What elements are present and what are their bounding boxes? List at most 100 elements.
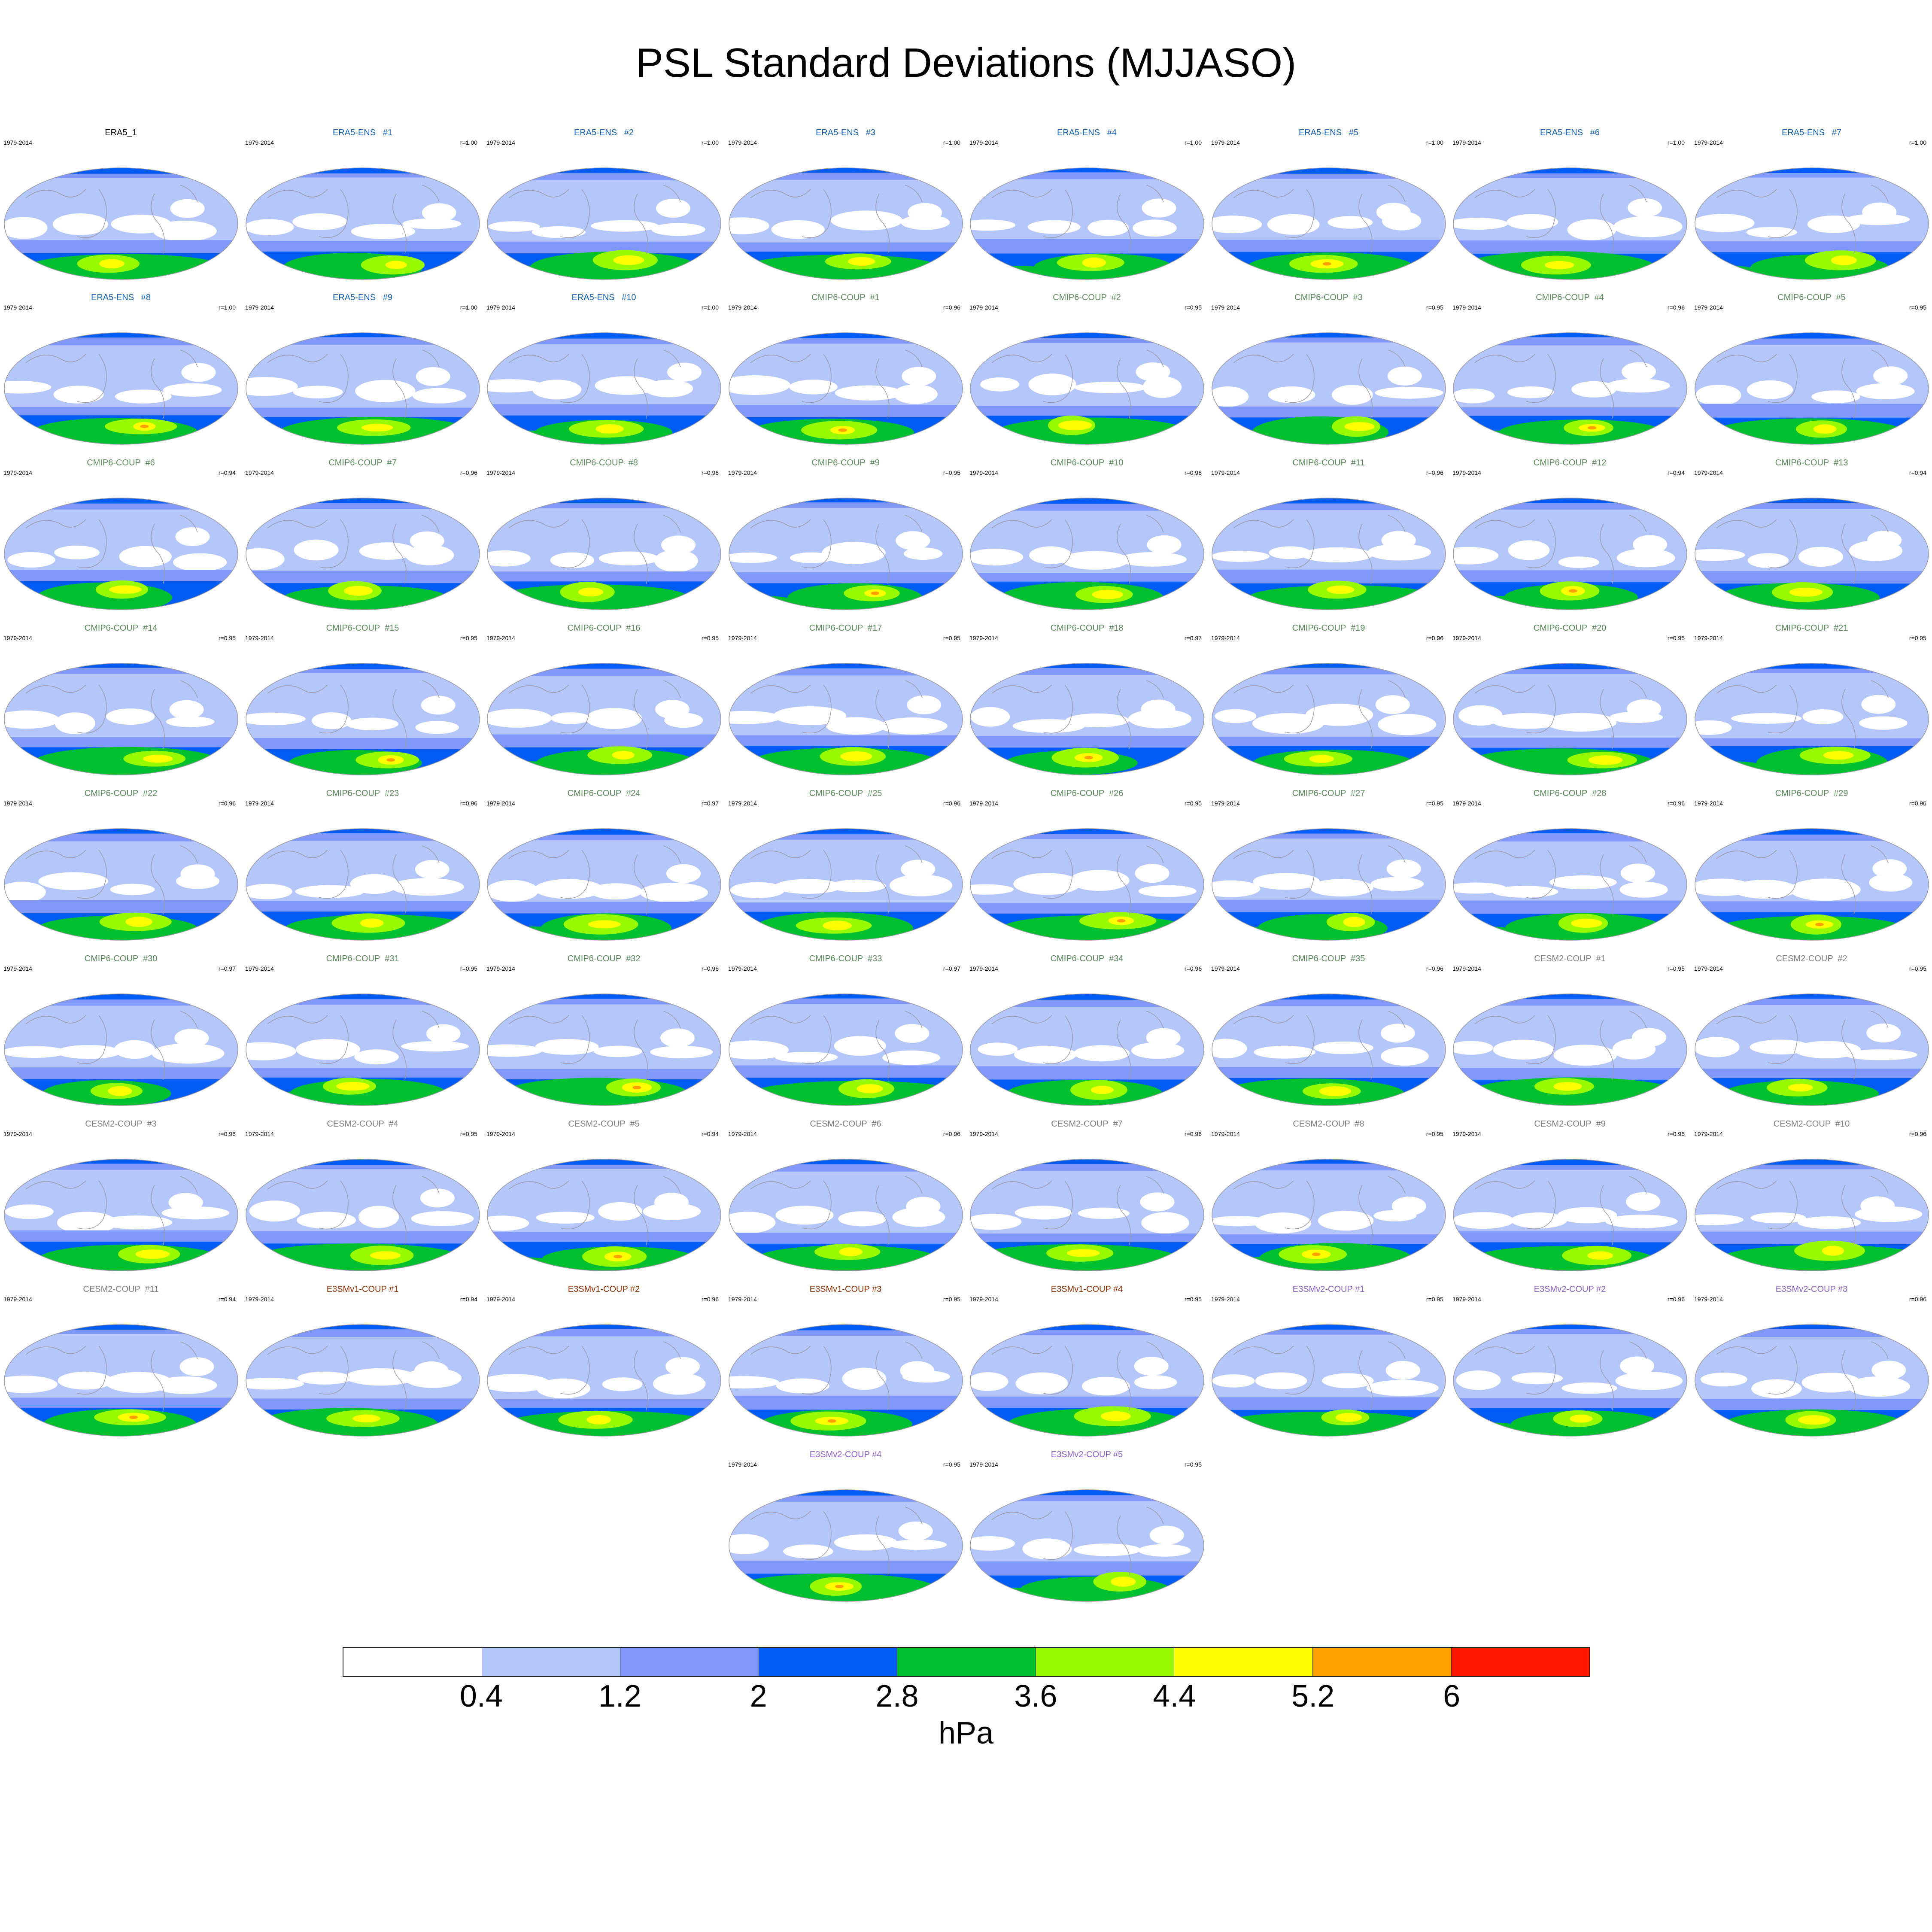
colorbar-segment <box>897 1648 1036 1676</box>
psl-stddev-map <box>1695 663 1929 775</box>
map-panel: CMIP6-COUP #2 1979-2014 r=0.95 <box>966 292 1208 459</box>
panel-period: 1979-2014 <box>969 1130 998 1137</box>
panel-period: 1979-2014 <box>245 469 274 476</box>
panel-period: 1979-2014 <box>728 304 757 311</box>
colorbar-unit: hPa <box>938 1716 994 1750</box>
colorbar-tick-label: 5.2 <box>1291 1679 1335 1713</box>
panel-name: CMIP6-COUP #5 <box>1777 293 1846 302</box>
map-panel: CESM2-COUP #10 1979-2014 r=0.96 <box>1691 1118 1932 1286</box>
panel-period: 1979-2014 <box>3 635 32 641</box>
map-outline <box>1453 1159 1687 1271</box>
panel-name: E3SMv2-COUP #2 <box>1534 1285 1606 1294</box>
panel-period: 1979-2014 <box>245 965 274 972</box>
panel-name: CMIP6-COUP #7 <box>328 458 397 468</box>
map-panel: CMIP6-COUP #1 1979-2014 r=0.96 <box>725 292 966 459</box>
panel-period: 1979-2014 <box>486 965 515 972</box>
panel-name: CMIP6-COUP #14 <box>84 623 158 633</box>
map-panel: CMIP6-COUP #20 1979-2014 r=0.95 <box>1449 623 1691 790</box>
map-outline <box>729 1324 963 1437</box>
psl-stddev-map <box>729 1324 963 1437</box>
panel-name: E3SMv2-COUP #4 <box>809 1450 882 1459</box>
panel-name: CMIP6-COUP #29 <box>1775 789 1848 798</box>
panel-period: 1979-2014 <box>969 139 998 146</box>
panel-name: CMIP6-COUP #8 <box>570 458 638 468</box>
psl-stddev-map <box>4 828 238 941</box>
panel-period: 1979-2014 <box>1452 965 1481 972</box>
map-panel: CESM2-COUP #6 1979-2014 r=0.96 <box>725 1118 966 1286</box>
map-outline <box>1212 828 1446 941</box>
map-panel: CMIP6-COUP #23 1979-2014 r=0.96 <box>242 788 483 955</box>
panel-period: 1979-2014 <box>728 1461 757 1468</box>
panel-correlation: r=0.95 <box>1909 965 1926 972</box>
panel-period: 1979-2014 <box>486 469 515 476</box>
map-outline <box>1453 332 1687 445</box>
map-outline <box>970 663 1204 775</box>
map-outline <box>1453 828 1687 941</box>
panel-name: CESM2-COUP #1 <box>1534 954 1606 963</box>
panel-period: 1979-2014 <box>1211 304 1240 311</box>
panel-period: 1979-2014 <box>245 800 274 807</box>
panel-correlation: r=0.96 <box>1667 800 1685 807</box>
map-outline <box>1212 1324 1446 1437</box>
map-panel: CMIP6-COUP #35 1979-2014 r=0.96 <box>1208 953 1449 1121</box>
panel-name: CESM2-COUP #9 <box>1534 1119 1606 1129</box>
panel-name: CMIP6-COUP #23 <box>326 789 399 798</box>
panel-period: 1979-2014 <box>728 800 757 807</box>
panel-period: 1979-2014 <box>1452 800 1481 807</box>
psl-stddev-map <box>1695 1159 1929 1271</box>
panel-correlation: r=0.96 <box>1909 1130 1926 1137</box>
map-outline <box>246 1159 480 1271</box>
map-outline <box>1453 1324 1687 1437</box>
panel-correlation: r=0.95 <box>943 1296 960 1303</box>
psl-stddev-map <box>729 498 963 610</box>
psl-stddev-map <box>487 167 721 280</box>
panel-name: E3SMv1-COUP #3 <box>809 1285 882 1294</box>
psl-stddev-map <box>487 1159 721 1271</box>
map-outline <box>970 828 1204 941</box>
psl-stddev-map <box>970 1324 1204 1437</box>
panel-correlation: r=1.00 <box>1667 139 1685 146</box>
colorbar-segment <box>758 1648 897 1676</box>
panel-period: 1979-2014 <box>728 1130 757 1137</box>
map-panel: CMIP6-COUP #6 1979-2014 r=0.94 <box>0 457 242 625</box>
map-outline <box>1453 993 1687 1106</box>
panel-period: 1979-2014 <box>1211 635 1240 641</box>
psl-stddev-map <box>4 663 238 775</box>
map-panel: ERA5-ENS #9 1979-2014 r=1.00 <box>242 292 483 459</box>
panel-correlation: r=1.00 <box>943 139 960 146</box>
map-panel: ERA5-ENS #2 1979-2014 r=1.00 <box>483 127 725 295</box>
psl-stddev-map <box>246 498 480 610</box>
panel-name: CMIP6-COUP #4 <box>1536 293 1604 302</box>
colorbar-tick-label: 2.8 <box>875 1679 919 1713</box>
panel-name: CMIP6-COUP #12 <box>1533 458 1607 468</box>
psl-stddev-map <box>4 1324 238 1437</box>
figure-title: PSL Standard Deviations (MJJASO) <box>635 40 1297 86</box>
psl-stddev-map <box>1695 332 1929 445</box>
colorbar-segment <box>1174 1648 1312 1676</box>
map-panel: E3SMv1-COUP #1 1979-2014 r=0.94 <box>242 1284 483 1451</box>
psl-stddev-map <box>970 663 1204 775</box>
map-panel: CMIP6-COUP #4 1979-2014 r=0.96 <box>1449 292 1691 459</box>
map-outline <box>487 828 721 941</box>
map-panel: CESM2-COUP #3 1979-2014 r=0.96 <box>0 1118 242 1286</box>
panel-period: 1979-2014 <box>245 1296 274 1303</box>
map-outline <box>1695 498 1929 610</box>
panel-correlation: r=0.94 <box>701 1130 719 1137</box>
colorbar-tick-label: 6 <box>1443 1679 1461 1713</box>
panel-period: 1979-2014 <box>3 469 32 476</box>
map-panel: CESM2-COUP #2 1979-2014 r=0.95 <box>1691 953 1932 1121</box>
map-panel: CMIP6-COUP #16 1979-2014 r=0.95 <box>483 623 725 790</box>
panel-period: 1979-2014 <box>728 139 757 146</box>
map-outline <box>4 332 238 445</box>
map-outline <box>729 828 963 941</box>
panel-period: 1979-2014 <box>486 139 515 146</box>
panel-period: 1979-2014 <box>1694 800 1723 807</box>
panel-correlation: r=0.94 <box>218 469 236 476</box>
panel-correlation: r=0.97 <box>218 965 236 972</box>
map-panel: CMIP6-COUP #32 1979-2014 r=0.96 <box>483 953 725 1121</box>
panel-name: CMIP6-COUP #26 <box>1050 789 1124 798</box>
psl-stddev-map <box>970 1159 1204 1271</box>
psl-stddev-map <box>487 1324 721 1437</box>
psl-stddev-map <box>970 993 1204 1106</box>
map-panel: CESM2-COUP #7 1979-2014 r=0.96 <box>966 1118 1208 1286</box>
